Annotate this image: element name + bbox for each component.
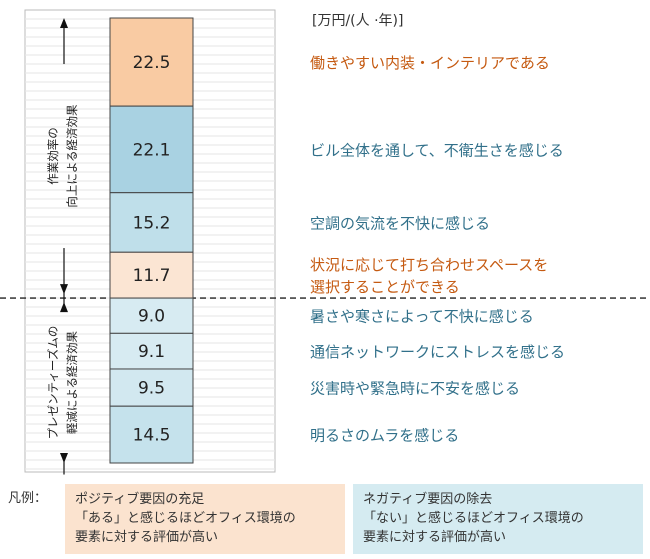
- bar-value-label: 15.2: [133, 213, 171, 233]
- arrow-down-icon: [60, 284, 68, 295]
- group-label: 作業効率の: [46, 127, 60, 185]
- bar-value-label: 9.0: [138, 307, 165, 327]
- legend-positive-line: 「ある」と感じるほどオフィス環境の: [75, 511, 296, 526]
- item-label: 明るさのムラを感じる: [310, 427, 459, 445]
- item-label: 状況に応じて打ち合わせスペースを: [310, 256, 548, 274]
- arrow-up-icon: [60, 302, 68, 313]
- legend-title: 凡例：: [8, 491, 48, 506]
- bar-segment: [109, 368, 194, 407]
- unit-label: [万円/(人 ·年)]: [312, 13, 403, 29]
- bar-segments: 22.5 22.1 15.2 11.7 9.0 9.1 9.5 14.5: [109, 17, 194, 464]
- bar-value-label: 22.1: [133, 140, 171, 160]
- bar-segment: [109, 297, 194, 334]
- legend-negative-line: 「ない」と感じるほどオフィス環境の: [363, 511, 584, 526]
- bar-value-label: 9.1: [138, 342, 165, 362]
- legend-negative-line: 要素に対する評価が高い: [363, 530, 507, 545]
- item-label: 空調の気流を不快に感じる: [310, 214, 490, 232]
- bar-segment: [109, 192, 194, 253]
- group-label: 向上による経済効果: [65, 104, 79, 208]
- bar-segment: [109, 105, 194, 194]
- bar-segment: [109, 332, 194, 370]
- arrow-up-icon: [60, 18, 68, 28]
- item-label: 通信ネットワークにストレスを感じる: [310, 343, 565, 361]
- item-label: 災害時や緊急時に不安を感じる: [310, 380, 520, 398]
- legend-positive-line: ポジティブ要因の充足: [75, 492, 205, 507]
- item-label: 暑さや寒さによって不快に感じる: [310, 308, 534, 326]
- legend-negative-line: ネガティブ要因の除去: [363, 492, 493, 507]
- item-labels: 働きやすい内装・インテリアであるビル全体を通して、不衛生さを感じる空調の気流を不…: [310, 54, 565, 445]
- bar-segment: [109, 251, 194, 299]
- item-label: 働きやすい内装・インテリアである: [310, 54, 550, 72]
- item-label: 選択することができる: [310, 278, 460, 296]
- legend-negative: ネガティブ要因の除去 「ない」と感じるほどオフィス環境の 要素に対する評価が高い: [353, 484, 643, 554]
- group-label: 軽減による経済効果: [65, 330, 79, 434]
- bar-value-label: 22.5: [133, 53, 171, 73]
- bar-value-label: 11.7: [133, 266, 171, 286]
- item-label: ビル全体を通して、不衛生さを感じる: [310, 141, 564, 159]
- bar-value-label: 14.5: [133, 426, 171, 446]
- bar-segment: [109, 405, 194, 464]
- group-label: プレゼンティーズムの: [46, 326, 60, 440]
- bar-value-label: 9.5: [138, 379, 165, 399]
- legend-positive: ポジティブ要因の充足 「ある」と感じるほどオフィス環境の 要素に対する評価が高い: [65, 484, 345, 554]
- arrow-down-icon: [60, 453, 68, 463]
- background-gridlines: [0, 9, 650, 473]
- stacked-bar-chart: 22.5 22.1 15.2 11.7 9.0 9.1 9.5 14.5 作業効率の 向上による…: [0, 9, 650, 475]
- legend-positive-line: 要素に対する評価が高い: [75, 530, 219, 545]
